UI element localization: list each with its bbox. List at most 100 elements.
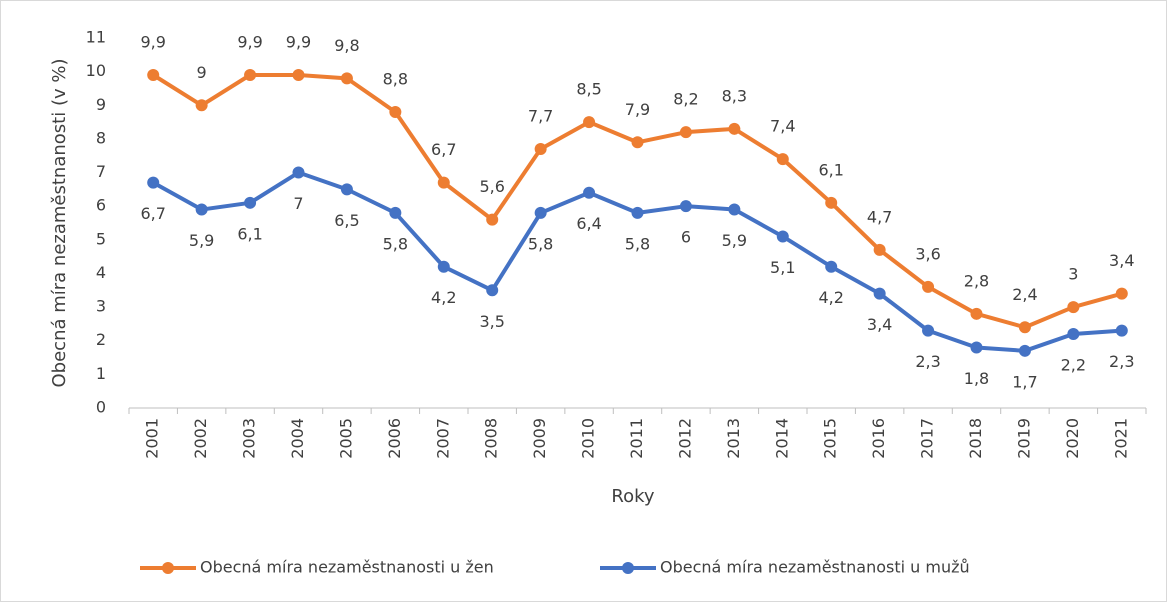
data-label: 5,1 [770,258,795,277]
data-label: 2,4 [1012,285,1037,304]
data-point [970,307,983,320]
data-label: 1,8 [964,369,989,388]
data-label: 5,8 [625,234,650,253]
data-point [147,69,160,81]
y-tick-label: 8 [96,128,106,147]
data-label: 6,5 [334,211,359,230]
data-point [244,196,257,209]
data-point [389,206,402,219]
legend-label: Obecná míra nezaměstnanosti u mužů [660,558,970,577]
data-point [825,260,838,273]
x-tick-label: 2006 [385,418,404,459]
data-label: 1,7 [1012,372,1037,391]
data-point [534,206,547,219]
x-tick-label: 2007 [433,418,452,459]
y-tick-label: 3 [96,297,106,316]
legend-label: Obecná míra nezaměstnanosti u žen [200,558,494,577]
y-tick-label: 1 [96,364,106,383]
x-tick-label: 2018 [966,418,985,459]
data-point [873,287,886,300]
data-point [195,203,208,216]
data-label: 7,4 [770,117,795,136]
data-point [922,324,935,337]
data-point [631,206,644,219]
data-label: 8,8 [383,70,408,89]
data-point [728,203,741,216]
data-point [486,213,499,226]
data-label: 3 [1068,265,1078,284]
x-tick-label: 2003 [240,418,259,459]
data-label: 6 [681,228,691,247]
y-tick-label: 6 [96,196,106,215]
data-point [1115,287,1128,300]
legend-marker [622,562,634,574]
data-point [534,143,547,155]
data-point [1067,328,1080,340]
data-point [1018,344,1031,357]
y-tick-label: 5 [96,229,106,248]
data-label: 8,5 [576,80,601,99]
x-tick-label: 2017 [918,418,937,459]
x-tick-label: 2010 [579,418,598,459]
data-label: 3,6 [915,244,940,263]
x-tick-label: 2013 [724,418,743,459]
data-point [825,196,838,209]
data-label: 5,9 [189,231,214,250]
y-tick-label: 9 [96,95,106,114]
data-point [679,200,692,213]
data-label: 6,4 [576,214,601,233]
data-label: 2,3 [915,352,940,371]
data-label: 9,9 [140,33,165,52]
data-point [389,106,402,118]
data-label: 4,2 [431,288,456,307]
data-point [340,183,353,196]
x-tick-label: 2020 [1063,418,1082,459]
data-label: 5,8 [528,234,553,253]
x-tick-label: 2001 [143,418,162,459]
data-point [437,260,450,273]
data-point [1067,301,1080,314]
data-point [486,284,499,297]
data-point [776,230,789,243]
data-label: 9 [197,63,207,82]
data-point [583,186,596,199]
data-label: 8,2 [673,90,698,109]
data-label: 9,9 [286,33,311,52]
data-label: 5,8 [383,234,408,253]
data-label: 6,1 [237,224,262,243]
legend-marker [162,562,174,574]
data-label: 6,1 [818,160,843,179]
data-point [340,72,353,85]
data-label: 5,9 [722,231,747,250]
x-tick-label: 2015 [821,418,840,459]
x-tick-label: 2012 [675,418,694,459]
data-label: 2,3 [1109,352,1134,371]
data-label: 5,6 [479,177,504,196]
data-label: 6,7 [140,204,165,223]
x-tick-label: 2009 [530,418,549,459]
y-tick-label: 10 [86,61,106,80]
data-label: 3,5 [479,312,504,331]
data-point [244,69,257,81]
data-label: 8,3 [722,86,747,105]
data-label: 7,9 [625,100,650,119]
data-label: 4,2 [818,288,843,307]
data-point [679,126,692,139]
data-label: 7,7 [528,107,553,126]
data-point [583,116,596,129]
x-tick-label: 2021 [1111,418,1130,459]
data-point [970,341,983,354]
y-tick-label: 4 [96,263,106,282]
data-point [631,136,644,149]
data-point [195,99,208,112]
data-point [292,69,305,81]
y-tick-label: 11 [86,28,106,47]
data-label: 9,9 [237,33,262,52]
data-point [292,166,305,179]
x-tick-label: 2008 [482,418,501,459]
x-tick-label: 2002 [191,418,210,459]
data-point [922,280,935,293]
y-axis-title: Obecná míra nezaměstnanosti (v %) [49,59,70,388]
data-label: 3,4 [867,315,892,334]
